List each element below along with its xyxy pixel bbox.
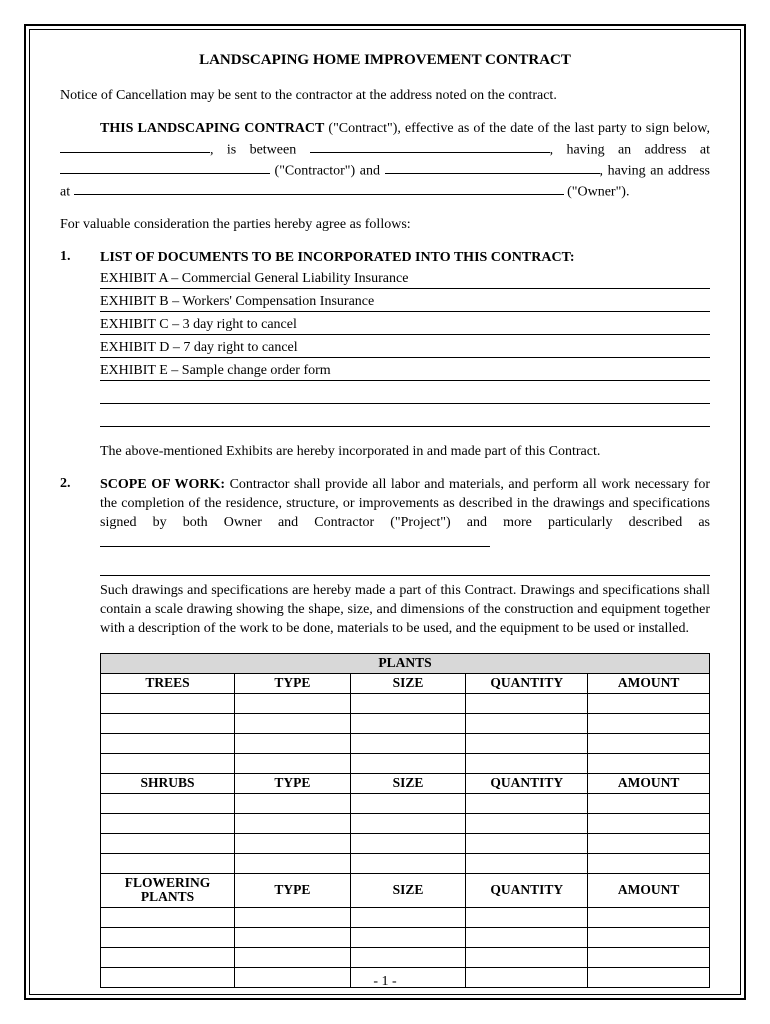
section-1-closing: The above-mentioned Exhibits are hereby … [100,443,710,462]
notice-paragraph: Notice of Cancellation may be sent to th… [60,87,710,106]
col-shrubs: SHRUBS [101,773,235,793]
exhibit-c: EXHIBIT C – 3 day right to cancel [100,314,710,335]
table-row-flowering-head: FLOWERING PLANTS TYPE SIZE QUANTITY AMOU… [101,873,710,908]
blank-owner-name[interactable] [385,160,600,174]
col-flowering: FLOWERING PLANTS [101,873,235,908]
col-amount-2: AMOUNT [588,773,710,793]
table-row-trees-head: TREES TYPE SIZE QUANTITY AMOUNT [101,673,710,693]
section-2-body: SCOPE OF WORK: Contractor shall provide … [100,476,710,639]
table-row[interactable] [101,713,710,733]
document-title: LANDSCAPING HOME IMPROVEMENT CONTRACT [60,52,710,69]
section-2-number: 2. [60,476,100,639]
intro-t2: , is between [210,142,310,157]
table-row[interactable] [101,948,710,968]
intro-paragraph: THIS LANDSCAPING CONTRACT ("Contract"), … [60,120,710,202]
table-row[interactable] [101,928,710,948]
section-1-title: LIST OF DOCUMENTS TO BE INCORPORATED INT… [100,249,710,268]
col-trees: TREES [101,673,235,693]
exhibit-d: EXHIBIT D – 7 day right to cancel [100,337,710,358]
intro-t4: ("Contractor") and [270,163,385,178]
table-row[interactable] [101,793,710,813]
col-size: SIZE [350,673,466,693]
intro-t3: , having an address at [550,142,710,157]
document-page: LANDSCAPING HOME IMPROVEMENT CONTRACT No… [0,0,770,1024]
section-1-number: 1. [60,249,100,429]
intro-lead: THIS LANDSCAPING CONTRACT [100,121,324,136]
plants-table-wrapper: PLANTS TREES TYPE SIZE QUANTITY AMOUNT S… [100,653,710,989]
blank-project-desc-line2[interactable] [100,557,710,576]
table-row[interactable] [101,733,710,753]
table-row[interactable] [101,853,710,873]
exhibit-a: EXHIBIT A – Commercial General Liability… [100,268,710,289]
col-type: TYPE [234,673,350,693]
section-1: 1. LIST OF DOCUMENTS TO BE INCORPORATED … [60,249,710,429]
consideration-paragraph: For valuable consideration the parties h… [60,216,710,235]
intro-t6: ("Owner"). [564,184,630,199]
blank-date[interactable] [60,139,210,153]
col-amount-3: AMOUNT [588,873,710,908]
section-2-title: SCOPE OF WORK: [100,477,225,492]
intro-t1: ("Contract"), effective as of the date o… [324,121,710,136]
blank-contractor-name[interactable] [310,139,550,153]
section-2-body2: Such drawings and specifications are her… [100,582,710,639]
blank-owner-address[interactable] [74,181,564,195]
table-row[interactable] [101,833,710,853]
col-quantity-3: QUANTITY [466,873,588,908]
col-quantity: QUANTITY [466,673,588,693]
table-row[interactable] [101,693,710,713]
table-row[interactable] [101,753,710,773]
table-header: PLANTS [101,653,710,673]
table-row[interactable] [101,908,710,928]
inner-border: LANDSCAPING HOME IMPROVEMENT CONTRACT No… [29,29,741,995]
col-quantity-2: QUANTITY [466,773,588,793]
exhibit-blank-1[interactable] [100,383,710,404]
col-type-2: TYPE [234,773,350,793]
outer-border: LANDSCAPING HOME IMPROVEMENT CONTRACT No… [24,24,746,1000]
section-2: 2. SCOPE OF WORK: Contractor shall provi… [60,476,710,639]
plants-table: PLANTS TREES TYPE SIZE QUANTITY AMOUNT S… [100,653,710,989]
exhibit-e: EXHIBIT E – Sample change order form [100,360,710,381]
exhibit-blank-2[interactable] [100,406,710,427]
blank-contractor-address[interactable] [60,160,270,174]
exhibit-b: EXHIBIT B – Workers' Compensation Insura… [100,291,710,312]
col-size-2: SIZE [350,773,466,793]
table-row[interactable] [101,813,710,833]
col-type-3: TYPE [234,873,350,908]
page-number: - 1 - [30,974,740,990]
col-size-3: SIZE [350,873,466,908]
col-amount: AMOUNT [588,673,710,693]
section-1-body: LIST OF DOCUMENTS TO BE INCORPORATED INT… [100,249,710,429]
blank-project-desc[interactable] [100,533,490,547]
table-row-shrubs-head: SHRUBS TYPE SIZE QUANTITY AMOUNT [101,773,710,793]
